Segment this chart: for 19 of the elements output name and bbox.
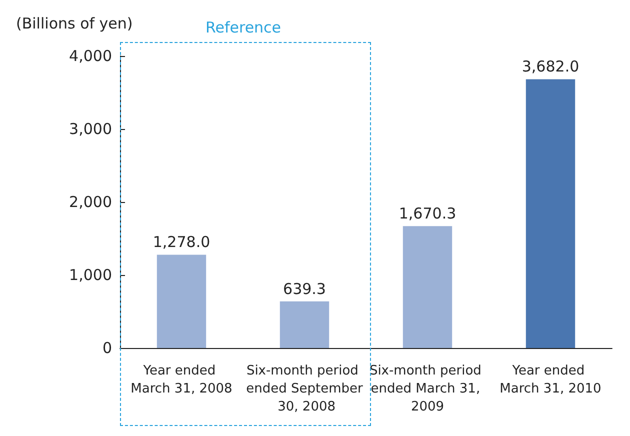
x-tick-label: Year ended March 31, 2010 [500,364,602,396]
y-tick-label: 4,000 [69,47,112,65]
x-tick-label: Year ended March 31, 2008 [130,364,232,396]
bar [526,79,576,348]
data-label: 1,278.0 [152,233,210,252]
bar [280,301,330,348]
data-label: 1,670.3 [398,204,456,223]
x-tick-label: Six-month period ended September 30, 2008 [246,364,364,414]
data-label: 3,682.0 [522,58,580,76]
y-tick-label: 1,000 [69,266,112,284]
y-tick-label: 0 [102,339,112,357]
bar [156,254,206,348]
y-axis-title: (Billions of yen) [16,14,133,32]
bar [402,226,452,348]
y-tick-label: 2,000 [69,193,112,211]
text: Reference [206,18,282,36]
data-label: 639.3 [283,280,326,298]
x-tick-label: Six-month period ended March 31, 2009 [369,364,486,414]
y-tick-label: 3,000 [69,120,112,138]
